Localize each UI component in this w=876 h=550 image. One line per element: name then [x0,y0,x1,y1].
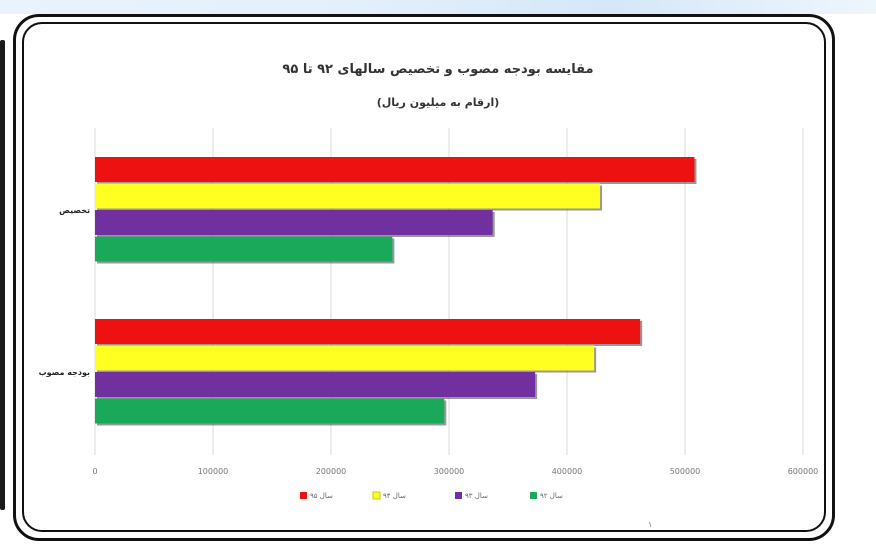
bar [95,157,695,182]
chart-frame-outer [13,14,835,541]
legend: سال ۹۵ سال ۹۴ سال ۹۳ سال ۹۲ [300,491,563,500]
x-tick-label: 100000 [198,467,229,476]
x-tick-label: 200000 [316,467,347,476]
bar [95,183,601,209]
legend-label: سال ۹۴ [383,492,406,500]
chart-frame-inner [22,22,826,532]
legend-swatch [372,491,381,500]
legend-swatch [300,492,307,499]
category-label: تخصیص [59,206,90,216]
x-tick-label: 400000 [552,467,583,476]
bar [95,210,493,235]
x-tick-labels: 0 100000 200000 300000 400000 500000 600000 [92,467,818,476]
bar [95,345,595,371]
footer-mark: ۱ [648,520,653,529]
chart-title: مقایسه بودجه مصوب و تخصیص سالهای ۹۲ تا ۹… [282,62,594,77]
legend-swatch [530,492,537,499]
bars-layer [95,157,697,426]
top-background-strip [0,0,876,14]
x-tick-label: 300000 [434,467,465,476]
legend-label: سال ۹۵ [310,492,333,500]
bar [95,319,641,344]
legend-label: سال ۹۲ [540,492,563,500]
x-tick-label: 500000 [670,467,701,476]
category-label: بودجه مصوب [39,368,90,377]
legend-swatch [455,492,462,499]
bar [95,236,393,262]
bar [95,398,445,424]
bar [95,372,536,397]
legend-label: سال ۹۳ [465,492,488,500]
x-tick-label: 600000 [788,467,819,476]
left-edge-bar [0,40,5,510]
x-tick-label: 0 [92,467,97,476]
chart-subtitle: (ارقام به میلیون ریال) [376,96,500,109]
category-labels: تخصیص بودجه مصوب [39,206,90,377]
